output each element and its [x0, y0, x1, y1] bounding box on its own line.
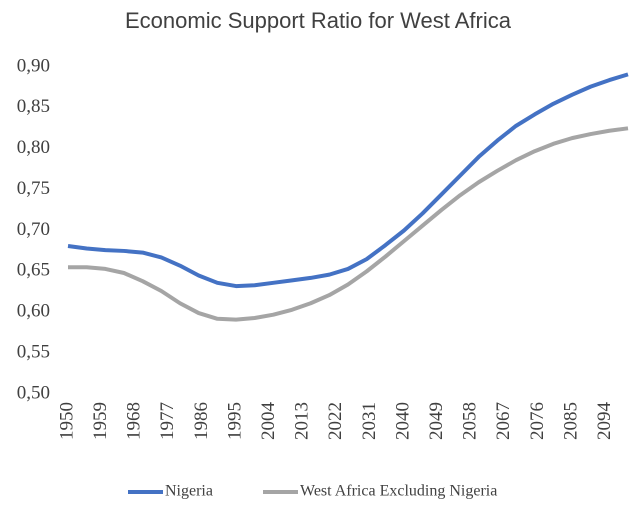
x-tick-label: 2094	[594, 402, 615, 441]
x-tick-label: 1959	[90, 402, 111, 440]
x-tick-label: 1986	[191, 402, 212, 440]
y-tick-label: 0,60	[17, 301, 50, 322]
y-tick-label: 0,50	[17, 382, 50, 403]
x-tick-label: 2022	[325, 402, 346, 440]
y-tick-label: 0,70	[17, 219, 50, 240]
x-tick-label: 2013	[292, 402, 313, 440]
x-tick-label: 2031	[359, 402, 380, 440]
y-tick-label: 0,75	[17, 178, 50, 199]
x-tick-label: 1977	[157, 402, 178, 440]
x-tick-label: 2085	[560, 402, 581, 440]
y-tick-label: 0,65	[17, 260, 50, 281]
y-tick-label: 0,55	[17, 341, 50, 362]
x-tick-label: 2004	[258, 402, 279, 441]
x-tick-label: 1968	[124, 402, 145, 440]
x-tick-label: 1995	[224, 402, 245, 440]
y-tick-label: 0,80	[17, 137, 50, 158]
series-line	[68, 126, 629, 322]
legend-label: Nigeria	[165, 483, 213, 500]
x-tick-label: 2049	[426, 402, 447, 440]
y-tick-label: 0,90	[17, 55, 50, 76]
series-line	[67, 72, 629, 289]
x-tick-label: 2040	[392, 402, 413, 440]
x-tick-label: 2076	[527, 402, 548, 440]
legend-label: West Africa Excluding Nigeria	[300, 483, 497, 500]
y-tick-label: 0,85	[17, 96, 50, 117]
x-tick-label: 2067	[493, 402, 514, 440]
chart-title: Economic Support Ratio for West Africa	[125, 8, 512, 33]
x-tick-label: 1950	[56, 402, 77, 440]
x-tick-label: 2058	[460, 402, 481, 440]
